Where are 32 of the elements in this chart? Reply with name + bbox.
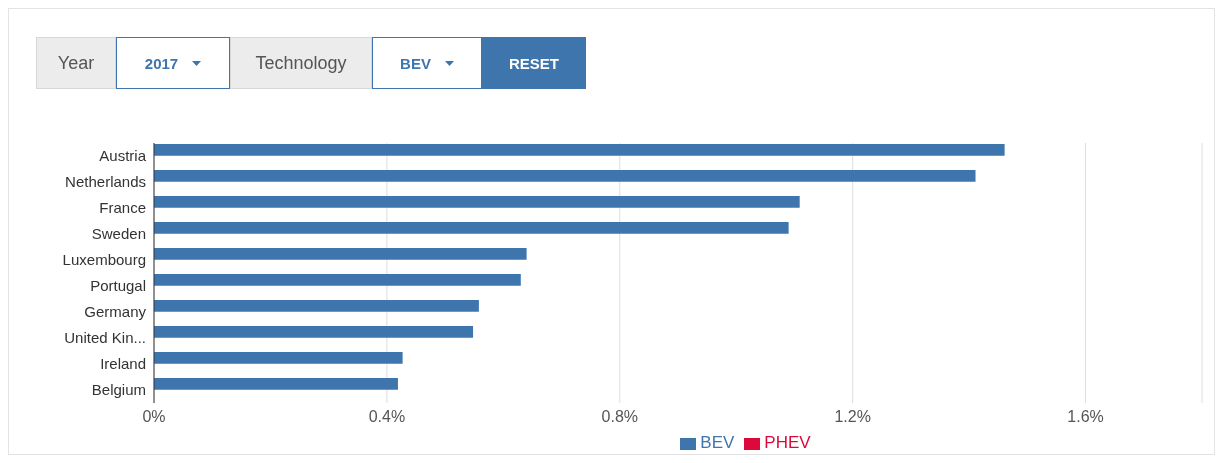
bar <box>154 326 474 338</box>
x-tick-label: 0% <box>142 408 166 426</box>
y-tick-label: Netherlands <box>65 173 146 191</box>
x-tick-label: 0.4% <box>368 408 406 426</box>
text: BEV <box>372 37 482 89</box>
text: RESET <box>482 37 586 89</box>
bar <box>154 222 789 234</box>
y-tick-label: Ireland <box>100 355 146 373</box>
bar <box>154 170 976 182</box>
y-tick-label: France <box>99 199 146 217</box>
bar <box>154 248 527 260</box>
y-tick-label: United Kin... <box>64 329 146 347</box>
x-tick-label: 0.8% <box>601 408 639 426</box>
y-tick-label: Luxembourg <box>62 251 146 269</box>
bar <box>154 274 521 286</box>
bar <box>154 378 398 390</box>
text: 2017 <box>116 37 230 89</box>
bar <box>154 352 403 364</box>
legend-label: BEV <box>700 433 735 452</box>
bar <box>154 300 479 312</box>
text: Year <box>36 37 116 89</box>
bar <box>154 196 800 208</box>
y-tick-label: Belgium <box>91 381 146 399</box>
y-tick-label: Germany <box>84 303 147 321</box>
x-tick-label: 1.2% <box>834 408 871 426</box>
y-tick-label: Sweden <box>91 225 146 243</box>
x-tick-label: 1.6% <box>1067 408 1104 426</box>
text: Technology <box>230 37 372 89</box>
legend-label: PHEV <box>764 433 811 452</box>
bar <box>154 144 1005 156</box>
y-tick-label: Austria <box>99 147 147 165</box>
y-tick-label: Portugal <box>90 277 146 295</box>
